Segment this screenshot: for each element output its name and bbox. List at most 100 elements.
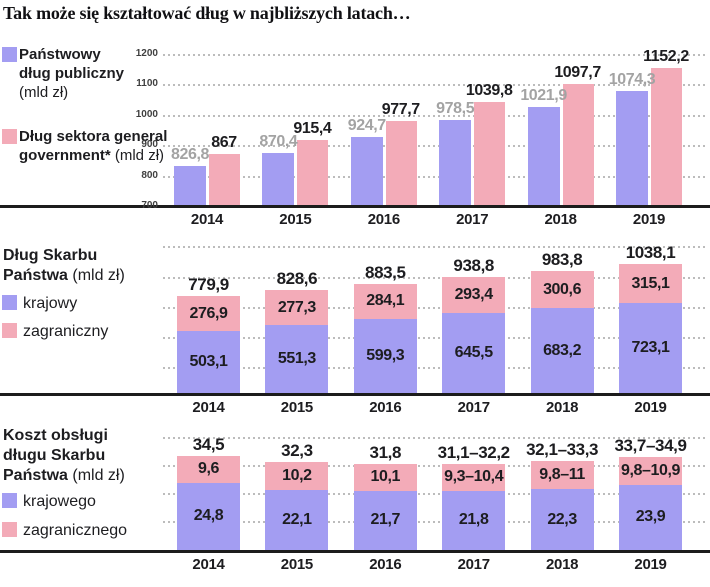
bar-krajowy-segment [265, 324, 329, 393]
legend-item-krajowy: krajowy [2, 295, 77, 313]
x-axis-year-label: 2014 [192, 399, 225, 416]
total-value-label: 1038,1 [625, 243, 676, 263]
segment-value-label: 10,1 [370, 468, 401, 486]
bar-zagraniczny-segment [353, 283, 417, 319]
bar-panstwowy-dlug [616, 91, 648, 205]
x-axis-year-label: 2014 [192, 556, 225, 573]
legend-label: krajowy [23, 295, 78, 312]
total-value-label: 983,8 [541, 250, 583, 270]
legend-label: Dług sektora general government* [19, 128, 168, 164]
total-value-label: 883,5 [365, 262, 406, 282]
segment-value-label: 22,3 [547, 510, 577, 528]
x-axis-year-label: 2016 [367, 211, 400, 228]
bar-dlug-general-government [209, 154, 240, 205]
segment-value-label: 9,3–10,4 [444, 468, 504, 486]
total-value-label: 31,1–32,2 [437, 442, 510, 462]
gridline [163, 337, 708, 339]
segment-value-label: 315,1 [631, 274, 670, 292]
bar-value-label: 978,5 [436, 100, 475, 118]
segment-value-label: 24,8 [193, 507, 224, 525]
bar-zagranicznego-segment [353, 463, 417, 491]
bar-zagranicznego-segment [530, 461, 594, 490]
bar-value-label: 977,7 [381, 100, 420, 118]
y-axis-tick-label: 1000 [135, 108, 158, 120]
bar-panstwowy-dlug [350, 136, 383, 205]
segment-value-label: 503,1 [189, 352, 228, 370]
bar-value-label: 867 [211, 134, 237, 152]
segment-value-label: 23,9 [635, 508, 666, 526]
x-axis-year-label: 2014 [190, 211, 224, 228]
bar-dlug-general-government [297, 139, 329, 205]
bar-value-label: 1021,9 [520, 87, 567, 105]
legend-label: krajowego [23, 493, 96, 510]
bar-dlug-general-government [474, 101, 506, 205]
x-axis-year-label: 2016 [369, 399, 402, 416]
bar-zagraniczny-segment [265, 290, 329, 325]
gridline [163, 54, 708, 56]
x-axis-year-label: 2019 [634, 399, 667, 416]
bar-zagraniczny-segment [177, 296, 240, 331]
bar-value-label: 924,7 [347, 116, 386, 134]
bar-krajowego-segment [265, 489, 329, 550]
x-axis-year-label: 2015 [280, 556, 313, 573]
x-axis-year-label: 2019 [634, 556, 667, 573]
pink-swatch-icon [2, 323, 17, 338]
gridline [163, 277, 708, 279]
y-axis-tick-label: 900 [141, 139, 158, 151]
x-axis-year-label: 2017 [457, 556, 490, 573]
legend-item-panstwowy-dlug-publiczny: Państwowy dług publiczny (mld zł) [2, 45, 131, 102]
total-value-label: 32,1–33,3 [526, 440, 599, 460]
bar-panstwowy-dlug [527, 107, 560, 205]
bar-value-label: 1074,3 [608, 71, 656, 89]
pink-swatch-icon [2, 129, 17, 144]
x-axis-year-label: 2015 [279, 211, 312, 228]
legend-label: Państwowy dług publiczny [19, 46, 124, 82]
bar-panstwowy-dlug [262, 153, 295, 205]
segment-value-label: 9,6 [197, 460, 220, 478]
segment-value-label: 276,9 [189, 304, 228, 322]
blue-swatch-icon [2, 295, 17, 310]
legend-item-zagraniczny: zagraniczny [2, 323, 108, 341]
segment-value-label: 21,7 [370, 511, 401, 529]
chart1-axis-line [0, 205, 710, 208]
blue-swatch-icon [2, 47, 17, 62]
pink-swatch-icon [2, 522, 17, 537]
y-axis-tick-label: 800 [141, 169, 158, 181]
x-axis-year-label: 2017 [456, 211, 489, 228]
bar-zagraniczny-segment [619, 264, 682, 304]
bar-panstwowy-dlug [439, 120, 472, 205]
y-axis-tick-label: 1100 [136, 78, 158, 90]
bar-zagraniczny-segment [442, 276, 506, 314]
gridline [163, 114, 708, 117]
bar-zagraniczny-segment [530, 271, 594, 309]
x-axis-year-label: 2015 [280, 399, 313, 416]
bar-krajowy-segment [619, 303, 682, 393]
bar-krajowy-segment [177, 330, 240, 393]
segment-value-label: 599,3 [366, 346, 405, 364]
x-axis-year-label: 2016 [369, 556, 402, 573]
bar-zagranicznego-segment [177, 456, 240, 483]
bar-zagranicznego-segment [619, 456, 682, 485]
segment-value-label: 293,4 [454, 285, 493, 303]
chart3-title: Koszt obsługi długu Skarbu Państwa (mld … [3, 427, 125, 484]
bar-krajowy-segment [530, 308, 594, 393]
x-axis-year-label: 2018 [546, 556, 579, 573]
total-value-label: 34,5 [192, 435, 225, 455]
bar-value-label: 870,4 [259, 133, 298, 151]
bar-value-label: 826,8 [170, 146, 210, 164]
gridline [163, 145, 708, 148]
gridline [163, 437, 708, 439]
total-value-label: 32,3 [281, 441, 313, 461]
legend-item-krajowego: krajowego [2, 493, 96, 511]
legend-item-zagranicznego: zagranicznego [2, 522, 127, 540]
chart2-axis-line [0, 393, 710, 396]
gridline [163, 307, 708, 309]
legend-label: zagraniczny [23, 323, 109, 340]
x-axis-year-label: 2018 [546, 399, 579, 416]
blue-swatch-icon [2, 493, 17, 508]
segment-value-label: 277,3 [277, 298, 316, 316]
total-value-label: 779,9 [188, 275, 229, 295]
segment-value-label: 645,5 [454, 344, 493, 362]
bar-zagranicznego-segment [265, 462, 329, 490]
page-title: Tak może się kształtować dług w najbliżs… [3, 3, 411, 23]
